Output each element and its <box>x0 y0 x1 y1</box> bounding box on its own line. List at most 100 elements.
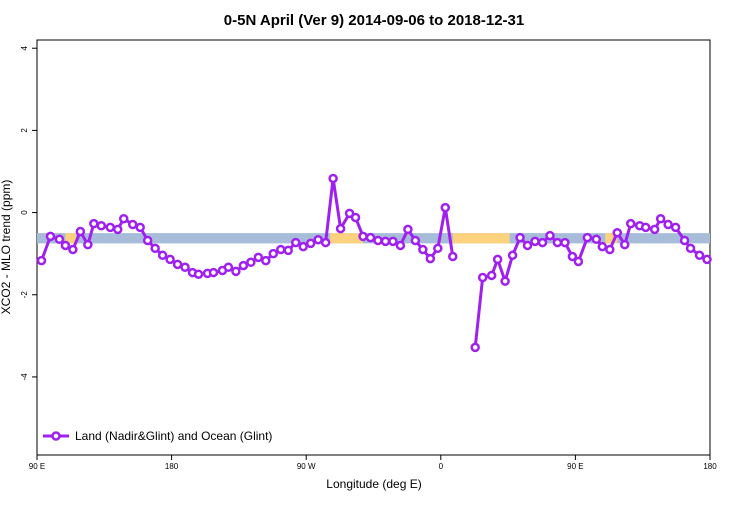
data-point <box>655 213 666 224</box>
data-point <box>365 232 376 243</box>
data-point <box>328 173 338 184</box>
data-point <box>403 224 413 235</box>
data-point <box>552 237 563 248</box>
data-point <box>433 243 443 254</box>
data-point <box>537 237 548 248</box>
data-point <box>223 262 234 272</box>
data-point <box>560 237 570 248</box>
y-axis-label: XCO2 - MLO trend (ppm) <box>0 180 13 315</box>
data-point <box>573 256 584 267</box>
data-point <box>448 251 458 262</box>
data-point <box>350 212 361 223</box>
data-point <box>290 237 301 248</box>
data-point <box>395 240 406 251</box>
data-point <box>685 243 696 254</box>
data-point <box>591 234 602 245</box>
x-tick-label: 0 <box>439 462 444 471</box>
data-point <box>597 241 608 252</box>
data-point <box>679 235 690 246</box>
data-point <box>440 202 451 213</box>
data-point <box>410 235 421 246</box>
data-point <box>193 269 204 279</box>
data-point <box>172 259 183 270</box>
reference-band <box>65 233 76 244</box>
data-point <box>649 224 660 235</box>
data-point <box>150 243 160 254</box>
data-point <box>113 224 123 235</box>
reference-band <box>605 233 618 244</box>
data-point <box>54 234 65 245</box>
plot-frame <box>36 39 711 456</box>
data-point <box>208 267 219 278</box>
data-point <box>253 252 264 263</box>
x-tick-label: 180 <box>165 462 179 471</box>
data-point <box>670 222 681 233</box>
data-point <box>142 235 153 246</box>
x-tick-label: 90 W <box>297 462 316 471</box>
data-point <box>298 241 308 252</box>
data-point <box>231 266 241 277</box>
data-point <box>89 218 99 229</box>
x-tick-label: 90 E <box>29 462 45 471</box>
data-point <box>625 218 636 229</box>
data-point <box>612 227 623 238</box>
legend-marker <box>51 431 61 441</box>
y-tick-label: 2 <box>20 128 29 133</box>
data-point <box>268 248 279 259</box>
data-point <box>276 244 286 255</box>
x-axis-label: Longitude (deg E) <box>326 477 421 491</box>
data-line <box>40 178 708 348</box>
data-point <box>320 237 331 248</box>
data-point <box>344 208 355 219</box>
x-tick-label: 180 <box>703 462 717 471</box>
data-point <box>261 255 271 266</box>
data-point <box>500 276 510 286</box>
data-point <box>545 230 555 241</box>
data-point <box>305 238 316 249</box>
y-tick-label: -4 <box>20 373 29 381</box>
x-tick-label: 90 E <box>567 462 583 471</box>
data-point <box>567 251 578 262</box>
data-point <box>45 231 56 242</box>
data-point <box>358 231 368 242</box>
data-point <box>702 254 712 265</box>
data-point <box>96 220 107 231</box>
data-point <box>238 260 249 271</box>
data-point <box>380 236 391 247</box>
data-point <box>582 232 593 243</box>
data-point <box>75 226 86 237</box>
data-point <box>477 272 488 283</box>
data-point <box>118 213 129 224</box>
reference-band <box>452 233 510 244</box>
data-point <box>620 239 630 250</box>
data-point <box>335 223 346 234</box>
data-point <box>105 222 116 233</box>
data-point <box>165 254 175 265</box>
data-point <box>373 235 383 246</box>
data-point <box>522 240 533 251</box>
data-point <box>605 244 615 255</box>
data-point <box>313 234 323 245</box>
y-tick-label: 0 <box>20 210 29 215</box>
data-point <box>157 250 168 261</box>
data-point <box>507 250 518 261</box>
data-point <box>36 255 47 266</box>
reference-band <box>330 233 364 244</box>
data-point <box>486 270 497 281</box>
data-point <box>68 244 78 255</box>
data-point <box>492 254 503 265</box>
data-point <box>246 257 256 268</box>
legend-label: Land (Nadir&Glint) and Ocean (Glint) <box>75 429 272 443</box>
y-tick-label: -2 <box>20 291 29 299</box>
data-point <box>663 219 673 230</box>
data-point <box>530 236 540 247</box>
data-point <box>135 222 145 233</box>
data-point <box>694 250 705 261</box>
data-point <box>60 240 71 251</box>
data-point <box>470 342 480 353</box>
data-point <box>425 253 436 264</box>
data-point <box>127 219 138 230</box>
data-point <box>640 222 651 233</box>
data-point <box>515 232 525 243</box>
